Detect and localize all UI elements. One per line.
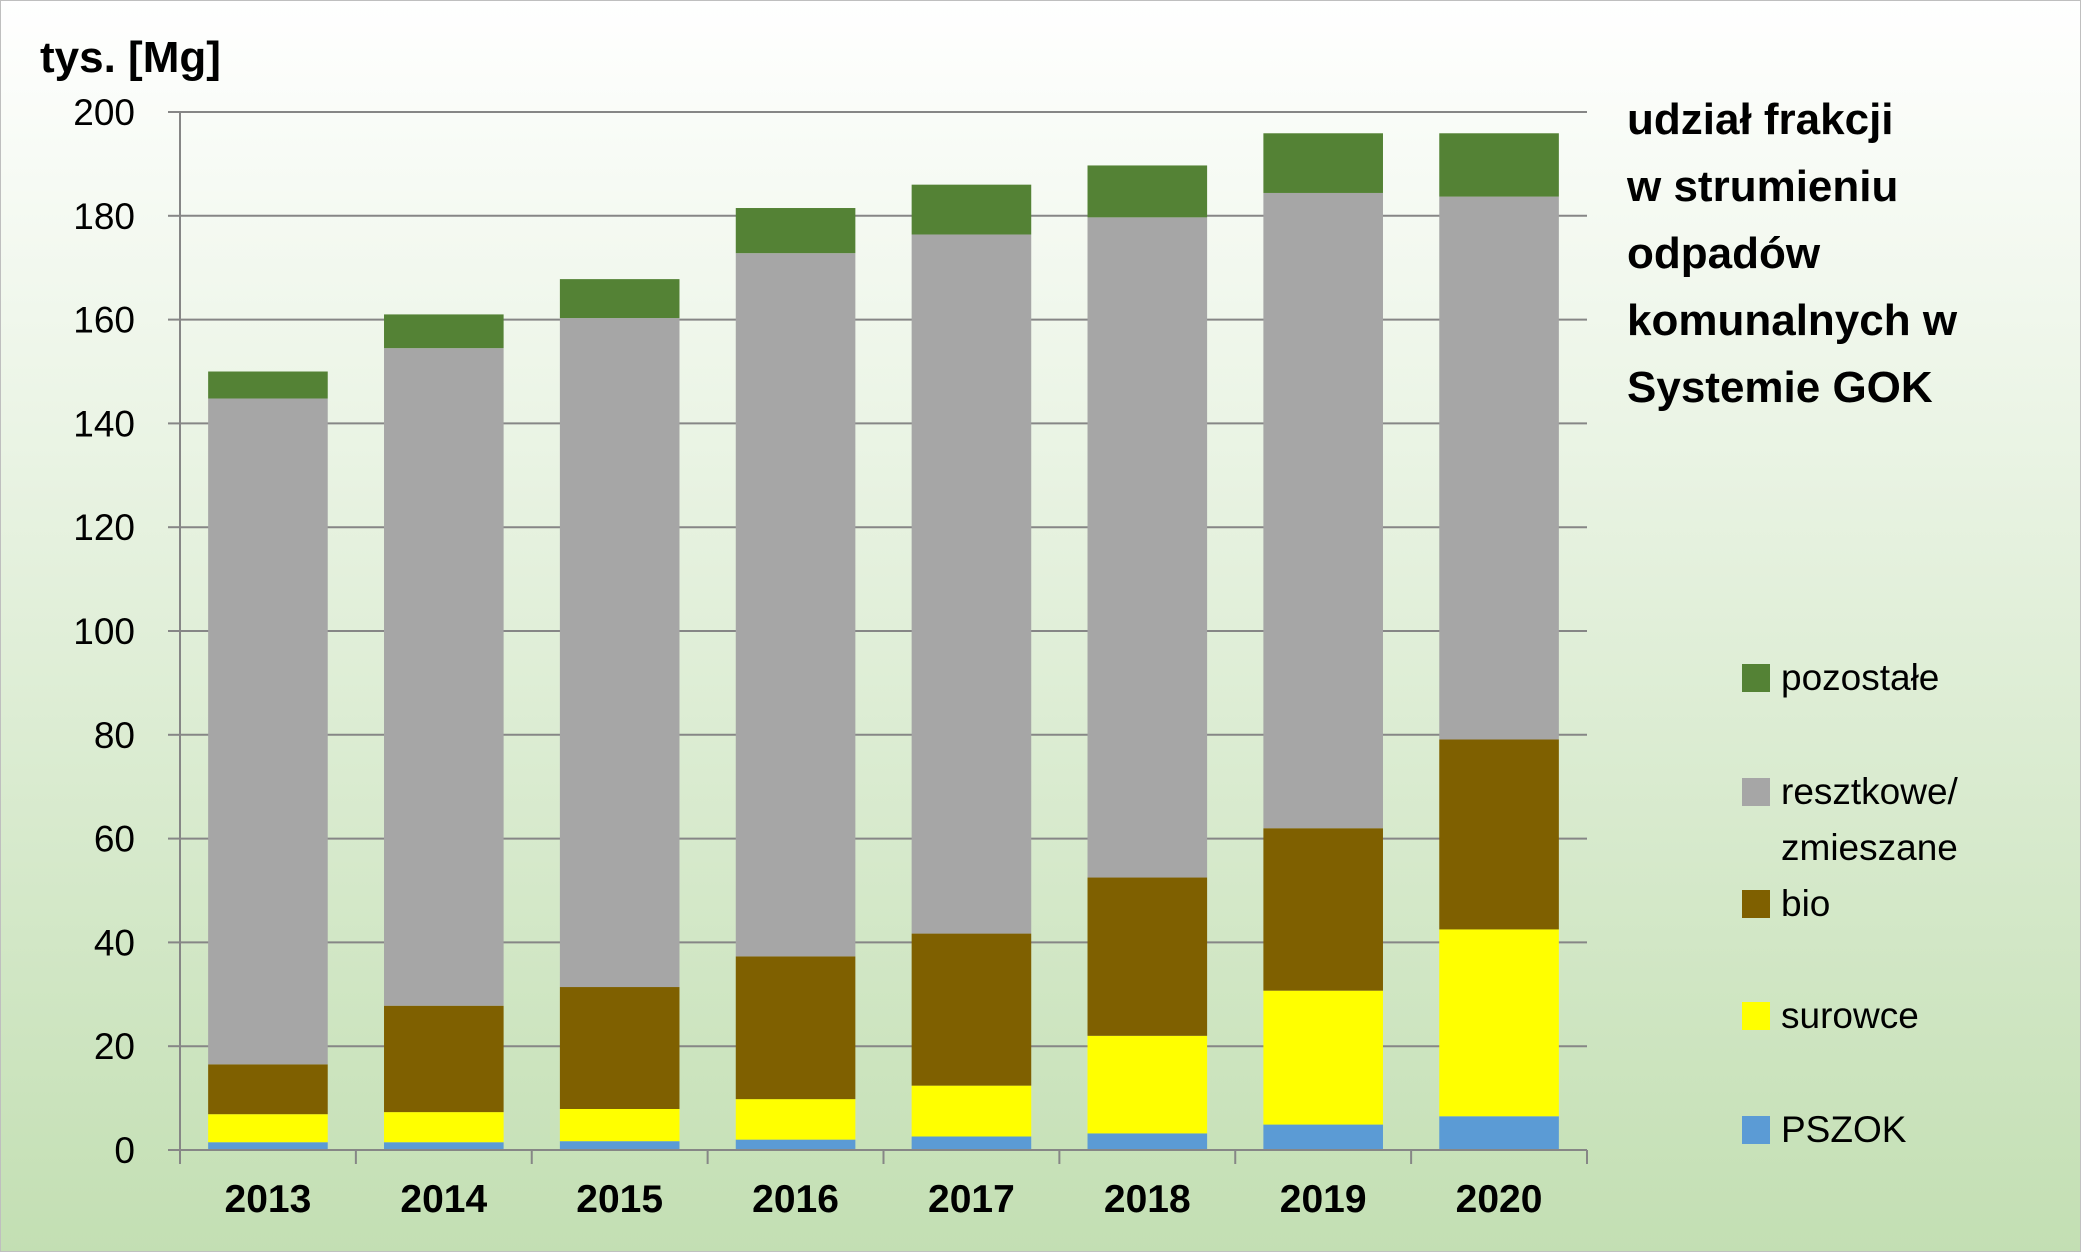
x-tick-label: 2014: [400, 1178, 487, 1221]
bar-segment: [559, 279, 680, 319]
legend-label: pozostałe: [1781, 657, 1939, 698]
chart-title-line: odpadów: [1627, 229, 1821, 278]
bar-segment: [1087, 877, 1208, 1036]
bar-segment: [735, 1099, 856, 1140]
bar-segment: [384, 348, 504, 1006]
chart-title-line: komunalnych w: [1627, 296, 1958, 345]
bar-segment: [384, 1142, 504, 1150]
bar-segment: [911, 234, 1032, 934]
bar-segment: [1263, 828, 1383, 991]
legend-swatch: [1742, 890, 1770, 918]
bar-segment: [1087, 217, 1208, 878]
legend-label: bio: [1781, 883, 1830, 924]
x-tick-label: 2013: [225, 1178, 312, 1221]
bar-segment: [384, 314, 504, 349]
y-tick-label: 100: [73, 611, 135, 652]
y-tick-label: 180: [73, 196, 135, 237]
y-tick-label: 20: [94, 1026, 135, 1067]
bar-segment: [911, 184, 1032, 235]
bar-segment: [911, 1085, 1032, 1137]
bar-segment: [208, 1142, 328, 1150]
bar-segment: [559, 318, 680, 988]
x-tick-label: 2019: [1280, 1178, 1367, 1221]
bar-segment: [384, 1005, 504, 1113]
bar-segment: [1087, 165, 1208, 218]
x-tick-label: 2017: [928, 1178, 1015, 1221]
chart-title: udział frakcji w strumieniu odpadów komunal…: [1626, 95, 1958, 412]
bar-segment: [735, 208, 856, 254]
bar-segment: [911, 933, 1032, 1086]
legend-label: PSZOK: [1781, 1109, 1907, 1150]
legend-label: resztkowe/: [1781, 771, 1959, 812]
y-tick-label: 200: [73, 92, 135, 133]
bar-segment: [1263, 192, 1383, 829]
bar-segment: [735, 1139, 856, 1150]
bar-segment: [1087, 1035, 1208, 1134]
bars: [208, 133, 1559, 1150]
y-tick-label: 80: [94, 715, 135, 756]
bar-segment: [384, 1112, 504, 1143]
bar-segment: [208, 398, 328, 1065]
legend-label: surowce: [1781, 995, 1919, 1036]
bar-segment: [1263, 990, 1383, 1125]
y-tick-label: 140: [73, 403, 135, 444]
axes: [179, 112, 1588, 1164]
chart-title-line: udział frakcji: [1627, 95, 1894, 144]
bar-segment: [1263, 133, 1383, 193]
bar-segment: [559, 1108, 680, 1142]
bar-segment: [1439, 739, 1559, 930]
legend-swatch: [1742, 664, 1770, 692]
bar-segment: [1439, 196, 1559, 740]
bar-segment: [735, 253, 856, 957]
x-tick-label: 2015: [576, 1178, 663, 1221]
y-tick-labels: 0 20 40 60 80 100 120 140 160 180 200: [73, 92, 135, 1171]
y-tick-label: 60: [94, 819, 135, 860]
bar-segment: [208, 371, 328, 399]
chart-title-line: Systemie GOK: [1627, 363, 1933, 412]
y-tick-label: 0: [114, 1130, 135, 1171]
bar-segment: [559, 1141, 680, 1150]
x-tick-labels: 2013 2014 2015 2016 2017 2018 2019 2020: [225, 1178, 1543, 1221]
y-tick-label: 40: [94, 922, 135, 963]
legend-swatch: [1742, 1116, 1770, 1144]
bar-segment: [1439, 929, 1559, 1117]
x-tick-label: 2016: [752, 1178, 839, 1221]
legend-swatch: [1742, 1002, 1770, 1030]
x-tick-label: 2020: [1456, 1178, 1543, 1221]
bar-segment: [1439, 133, 1559, 197]
bar-segment: [735, 956, 856, 1100]
legend-swatch: [1742, 778, 1770, 806]
x-tick-label: 2018: [1104, 1178, 1191, 1221]
y-axis-label: tys. [Mg]: [40, 33, 221, 82]
bar-segment: [1087, 1133, 1208, 1150]
bar-segment: [911, 1136, 1032, 1150]
bar-segment: [1439, 1116, 1559, 1150]
bar-segment: [208, 1064, 328, 1115]
chart-title-line: w strumieniu: [1626, 162, 1898, 211]
y-tick-label: 120: [73, 507, 135, 548]
legend-label: zmieszane: [1781, 827, 1958, 868]
legend: pozostałe resztkowe/zmieszane bio surowce PS…: [1742, 657, 1959, 1150]
bar-segment: [208, 1114, 328, 1143]
bar-segment: [559, 987, 680, 1109]
bar-segment: [1263, 1124, 1383, 1150]
y-tick-label: 160: [73, 300, 135, 341]
